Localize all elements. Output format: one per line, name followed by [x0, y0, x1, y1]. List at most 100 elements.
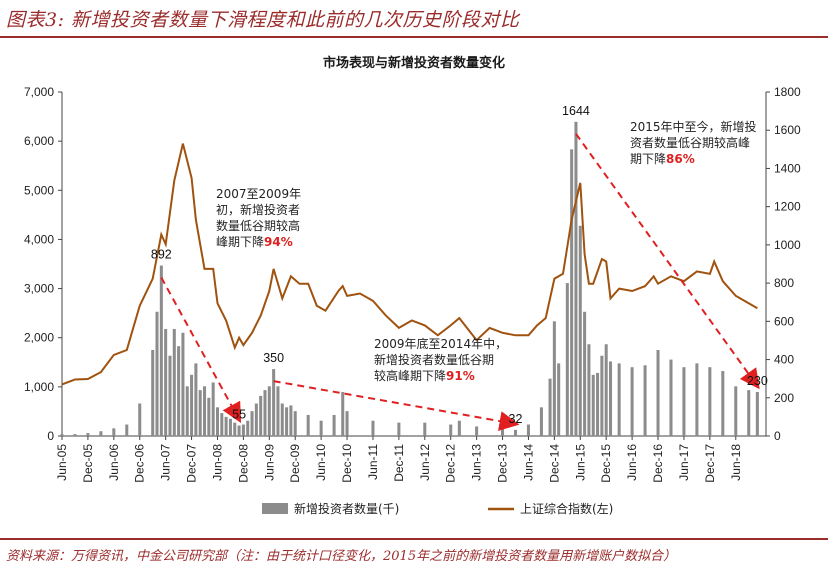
x-tick-label: Dec-10: [340, 444, 354, 483]
annotation-line: 新增投资者数量低谷期: [374, 352, 494, 367]
value-label: 350: [263, 351, 284, 365]
value-label: 55: [232, 407, 246, 421]
x-tick-label: Jun-08: [210, 444, 224, 481]
x-tick-label: Jun-13: [470, 444, 484, 481]
x-tick-label: Dec-17: [703, 444, 717, 483]
x-tick-label: Jun-16: [625, 444, 639, 481]
y-left-tick-label: 7,000: [24, 85, 54, 99]
bar: [755, 392, 759, 436]
bar: [423, 422, 427, 436]
annotation-line: 数量低谷期较高: [216, 218, 300, 233]
bar: [669, 359, 673, 436]
y-left-tick-label: 4,000: [24, 232, 54, 246]
bar: [185, 386, 189, 436]
legend-swatch-bar: [262, 503, 288, 514]
bar: [397, 422, 401, 436]
annotation-highlight: 91%: [446, 369, 475, 383]
bar: [293, 411, 297, 436]
decline-arrow: [160, 277, 242, 423]
x-tick-label: Jun-11: [366, 444, 380, 480]
bar: [583, 311, 587, 436]
source-note: 资料来源：万得资讯，中金公司研究部（注：由于统计口径变化，2015年之前的新增投…: [6, 549, 677, 564]
bar: [233, 422, 237, 436]
chart-title: 市场表现与新增投资者数量变化: [322, 56, 505, 71]
bar: [513, 429, 518, 436]
annotation-line: 2009年底至2014年中，: [374, 336, 507, 351]
bar: [99, 431, 103, 436]
value-label: 892: [151, 248, 172, 262]
bar: [151, 350, 155, 436]
x-tick-label: Dec-08: [236, 444, 250, 483]
value-label: 1644: [562, 104, 590, 118]
bar: [565, 283, 569, 436]
bar: [609, 361, 613, 436]
bar: [747, 390, 751, 436]
y-right-tick-label: 800: [774, 276, 794, 290]
y-left-tick-label: 5,000: [24, 183, 54, 197]
x-tick-label: Dec-14: [547, 444, 561, 483]
bar: [604, 344, 608, 436]
bar: [181, 332, 185, 436]
x-tick-label: Dec-13: [496, 444, 510, 483]
bar: [306, 414, 310, 436]
x-tick-label: Dec-09: [288, 444, 302, 483]
bar: [168, 355, 172, 436]
annotation-line: 峰期下降94%: [216, 235, 293, 249]
bar: [539, 407, 543, 436]
x-tick-label: Dec-07: [185, 444, 199, 483]
bar: [263, 390, 267, 436]
bar: [250, 411, 254, 436]
bar: [682, 367, 686, 436]
bar: [211, 382, 215, 436]
figure-header: 图表3: 新增投资者数量下滑程度和此前的几次历史阶段对比: [0, 0, 828, 38]
value-label: 230: [747, 374, 768, 388]
bar: [557, 363, 561, 436]
bar: [272, 369, 276, 436]
bar: [164, 328, 168, 436]
bar: [630, 367, 634, 436]
figure-footer: 资料来源：万得资讯，中金公司研究部（注：由于统计口径变化，2015年之前的新增投…: [0, 538, 828, 571]
bar: [345, 411, 349, 436]
bar: [172, 328, 176, 436]
x-tick-label: Jun-18: [729, 444, 743, 481]
annotation-line: 初，新增投资者: [216, 202, 300, 217]
bar: [198, 390, 202, 436]
bar: [276, 386, 280, 436]
bar: [656, 350, 660, 436]
bar: [341, 392, 345, 436]
bar: [177, 346, 181, 436]
bar: [332, 414, 336, 436]
annotation-line: 2007至2009年: [216, 187, 301, 201]
y-right-tick-label: 400: [774, 353, 794, 367]
bar: [578, 225, 582, 436]
x-tick-label: Dec-12: [444, 444, 458, 483]
x-tick-label: Jun-14: [521, 444, 535, 481]
y-left-tick-label: 6,000: [24, 134, 54, 148]
bar: [280, 403, 284, 436]
bar: [449, 424, 453, 436]
bar: [574, 121, 578, 437]
decline-arrow: [575, 133, 760, 390]
bar: [228, 418, 232, 436]
bar: [643, 365, 647, 436]
x-tick-label: Dec-05: [81, 444, 95, 483]
x-tick-label: Jun-07: [159, 444, 173, 481]
bar: [285, 407, 289, 436]
annotation-highlight: 86%: [666, 152, 695, 166]
bar: [457, 420, 461, 436]
annotation-line: 资者数量低谷期较高峰: [630, 135, 750, 150]
x-tick-label: Jun-15: [573, 444, 587, 481]
y-right-tick-label: 0: [774, 429, 781, 443]
bar: [267, 386, 271, 436]
y-right-tick-label: 1800: [774, 85, 801, 99]
bar: [548, 378, 552, 436]
bar: [220, 413, 224, 436]
bar: [237, 425, 241, 436]
y-right-tick-label: 1400: [774, 161, 801, 175]
bar: [721, 371, 725, 436]
bar: [190, 374, 194, 436]
bar: [241, 424, 245, 436]
bar: [60, 434, 64, 436]
annotation-line: 2015年中至今，新增投: [630, 119, 757, 134]
bar: [138, 403, 142, 436]
